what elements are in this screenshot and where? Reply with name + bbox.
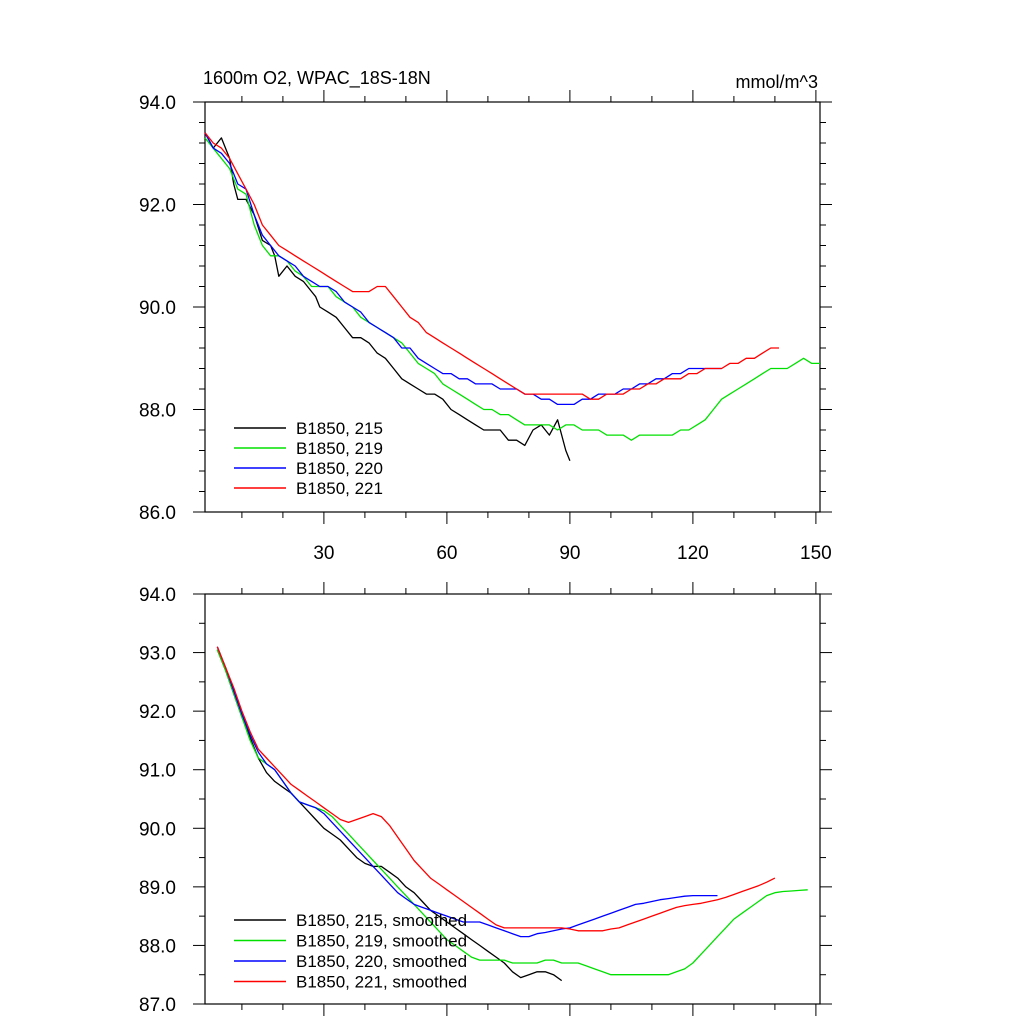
y-tick-label: 90.0 <box>139 819 176 840</box>
x-tick-label: 30 <box>313 543 334 564</box>
series-line-b1850-215 <box>204 132 571 462</box>
x-tick-label: 90 <box>559 543 580 564</box>
chart-title: 1600m O2, WPAC_18S-18N <box>203 68 431 89</box>
y-tick-label: 92.0 <box>139 702 176 723</box>
legend-label: B1850, 220 <box>296 459 383 478</box>
legend-label: B1850, 219, smoothed <box>296 932 467 951</box>
y-tick-label: 87.0 <box>139 995 176 1016</box>
y-tick-label: 86.0 <box>139 503 176 524</box>
series-line-b1850-215-smoothed <box>216 649 563 982</box>
series-line-b1850-219 <box>204 137 820 441</box>
legend-label: B1850, 220, smoothed <box>296 952 467 971</box>
y-tick-label: 93.0 <box>139 644 176 665</box>
x-tick-label: 120 <box>677 543 709 564</box>
y-tick-label: 90.0 <box>139 298 176 319</box>
y-tick-label: 92.0 <box>139 196 176 217</box>
legend-label: B1850, 221 <box>296 479 383 498</box>
y-tick-label: 89.0 <box>139 878 176 899</box>
y-tick-label: 94.0 <box>139 585 176 606</box>
x-tick-label: 150 <box>800 543 832 564</box>
x-tick-label: 60 <box>436 543 457 564</box>
legend-label: B1850, 221, smoothed <box>296 973 467 992</box>
top-panel: 1600m O2, WPAC_18S-18N mmol/m^3 30 60 90 120 1… <box>139 68 832 564</box>
legend-label: B1850, 219 <box>296 439 383 458</box>
series-line-b1850-220-smoothed <box>216 646 718 938</box>
units-label: mmol/m^3 <box>736 72 818 92</box>
legend-label: B1850, 215, smoothed <box>296 911 467 930</box>
y-tick-label: 88.0 <box>139 936 176 957</box>
series-line-b1850-221-smoothed <box>216 646 776 932</box>
series-line-b1850-220 <box>204 132 722 406</box>
y-tick-label: 91.0 <box>139 761 176 782</box>
bottom-panel: 87.0 88.0 89.0 90.0 91.0 92.0 93.0 94.0 B1850, 2… <box>139 582 832 1016</box>
series-line-b1850-221 <box>204 132 779 400</box>
y-tick-label: 88.0 <box>139 401 176 422</box>
legend-label: B1850, 215 <box>296 419 383 438</box>
y-tick-label: 94.0 <box>139 93 176 114</box>
